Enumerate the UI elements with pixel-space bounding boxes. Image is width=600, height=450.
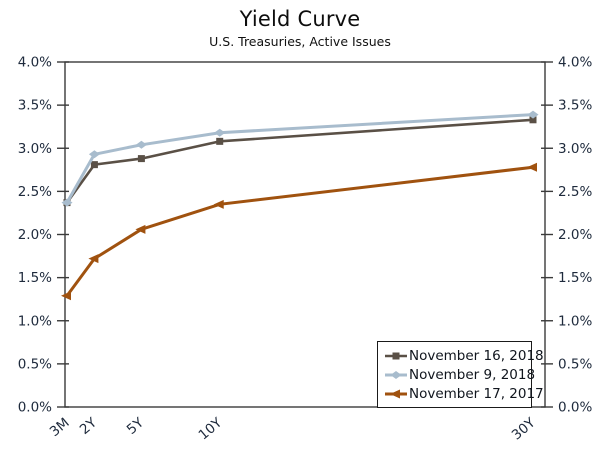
y-axis-label-left: 1.0% — [18, 313, 52, 329]
y-axis-label-left: 0.0% — [18, 400, 52, 416]
legend-item: November 16, 2018 — [384, 347, 544, 364]
x-axis-label: 10Y — [196, 414, 226, 443]
y-axis-label-right: 1.0% — [558, 313, 592, 329]
marker-diamond — [214, 128, 226, 137]
marker-square — [90, 161, 98, 169]
y-axis-label-left: 4.0% — [18, 55, 52, 71]
y-axis-label-left: 3.5% — [18, 98, 52, 114]
marker-diamond — [61, 198, 73, 207]
legend-line-sample — [385, 389, 407, 398]
legend-line-sample — [385, 352, 407, 359]
y-axis-label-left: 1.5% — [18, 270, 52, 286]
legend-label: November 16, 2018 — [409, 347, 544, 364]
y-axis-label-left: 0.5% — [18, 356, 52, 372]
legend: November 16, 2018 November 9, 2018 Novembe… — [377, 341, 544, 408]
legend-item: November 9, 2018 — [384, 366, 535, 383]
legend-item: November 17, 2017 — [384, 385, 544, 402]
series-line-0 — [65, 118, 535, 204]
y-axis-label-left: 2.0% — [18, 227, 52, 243]
legend-label: November 9, 2018 — [409, 366, 536, 383]
legend-label: November 17, 2017 — [409, 385, 544, 402]
series-line-2 — [65, 165, 535, 298]
marker-square — [137, 155, 145, 163]
marker-square — [529, 116, 537, 124]
marker-diamond — [390, 370, 402, 379]
marker-triangle-left — [213, 199, 224, 209]
marker-triangle-left — [135, 224, 146, 234]
y-axis-label-right: 4.0% — [558, 55, 592, 71]
y-axis-label-right: 1.5% — [558, 270, 592, 286]
y-axis-label-right: 3.0% — [558, 141, 592, 157]
y-axis-label-right: 0.5% — [558, 356, 592, 372]
marker-triangle-left — [61, 291, 71, 301]
marker-diamond — [527, 110, 539, 119]
y-axis-label-right: 2.5% — [558, 184, 592, 200]
y-axis-label-right: 3.5% — [558, 98, 592, 114]
marker-triangle-left — [390, 389, 400, 398]
marker-triangle-left — [88, 254, 99, 264]
legend-line-sample — [385, 370, 407, 379]
x-axis-label: 30Y — [509, 414, 539, 443]
y-axis-label-right: 0.0% — [558, 400, 592, 416]
x-axis-label: 3M — [47, 415, 73, 440]
marker-diamond — [135, 140, 147, 149]
marker-square — [216, 137, 224, 145]
y-axis-label-right: 2.0% — [558, 227, 592, 243]
marker-diamond — [88, 150, 100, 159]
x-axis-label: 5Y — [124, 414, 148, 438]
y-axis-label-left: 2.5% — [18, 184, 52, 200]
marker-triangle-left — [527, 162, 537, 172]
y-axis-label-left: 3.0% — [18, 141, 52, 157]
marker-square — [392, 352, 400, 359]
x-axis-label: 2Y — [77, 414, 101, 438]
